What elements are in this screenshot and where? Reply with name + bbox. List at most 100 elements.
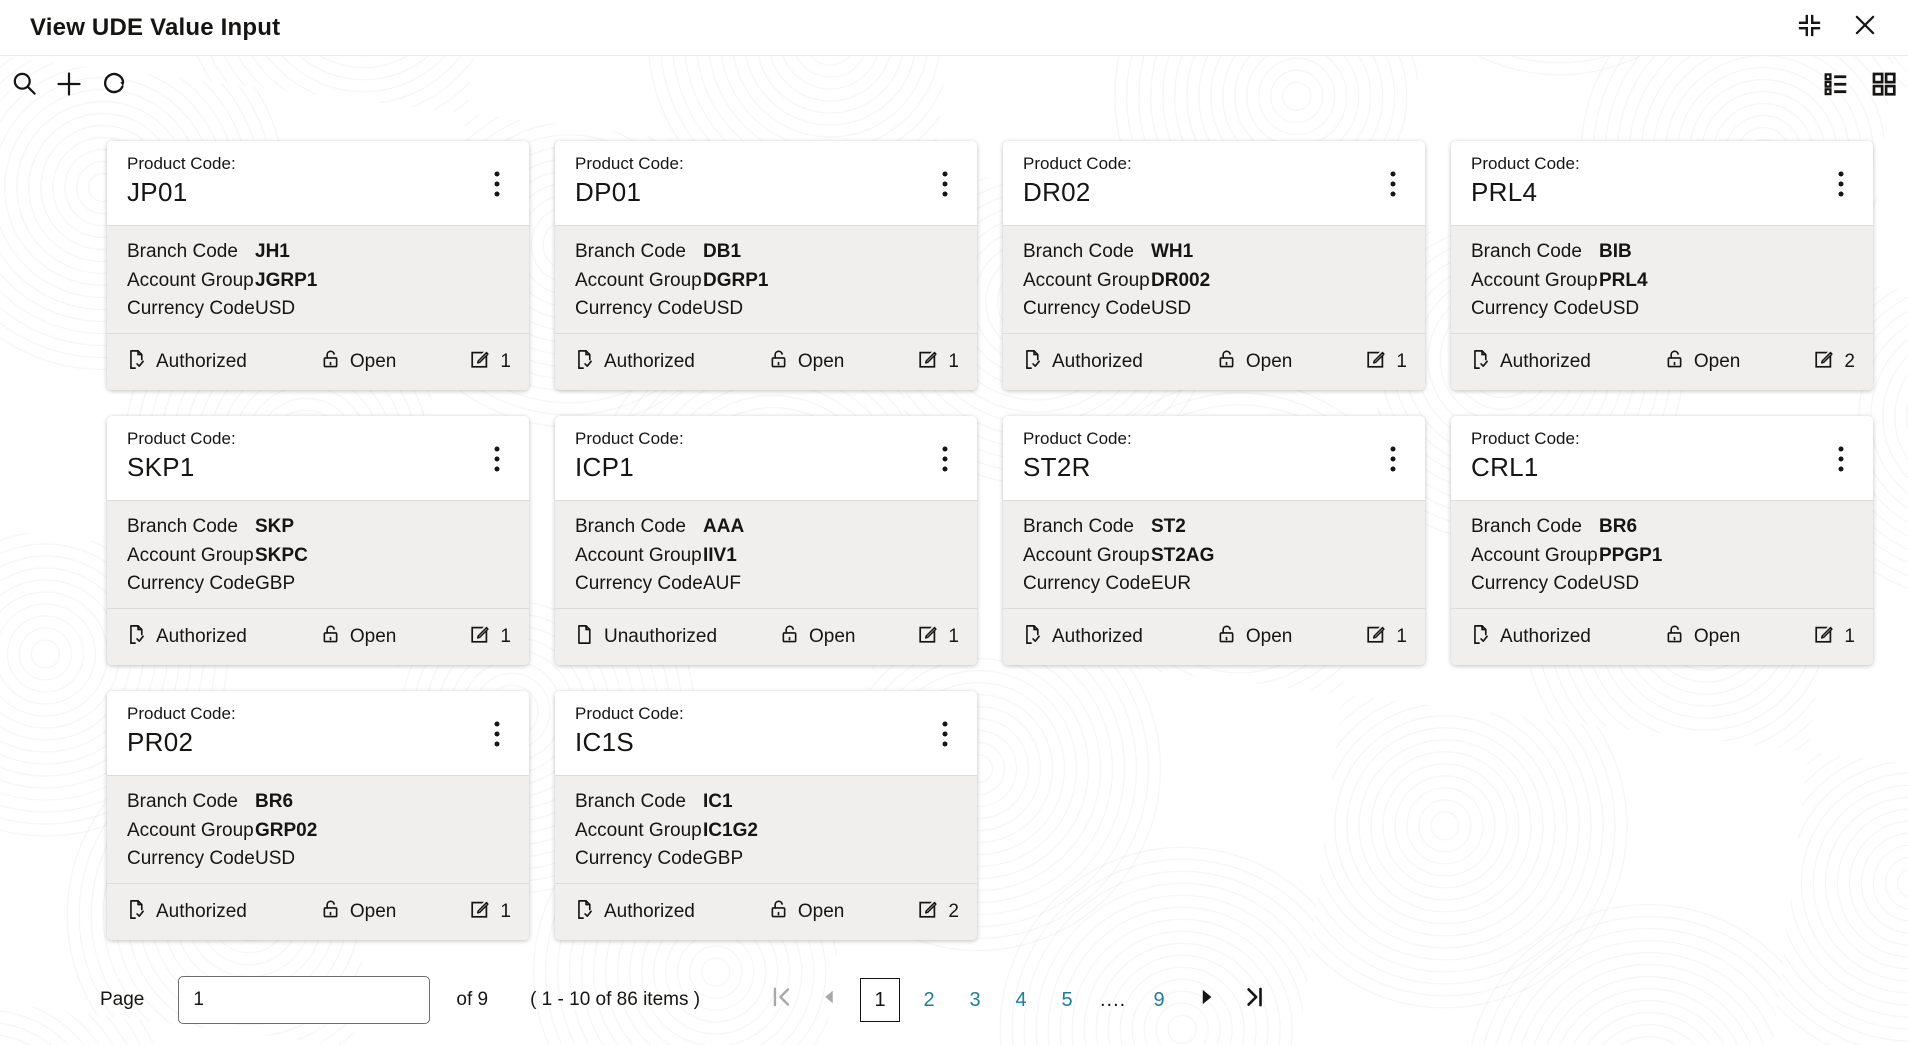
product-code-label: Product Code: <box>575 154 684 173</box>
unlock-icon <box>1215 348 1238 377</box>
record-status: Open <box>767 348 844 377</box>
unlock-icon <box>1663 623 1686 652</box>
account-group-label: Account Group <box>575 544 702 566</box>
branch-code-label: Branch Code <box>127 516 238 537</box>
document-check-icon <box>573 348 596 377</box>
kebab-menu-button[interactable] <box>1375 440 1411 484</box>
page-link-5[interactable]: 5 <box>1050 980 1084 1020</box>
product-code-value: CRL1 <box>1471 452 1539 482</box>
unlock-icon <box>319 898 342 927</box>
unlock-icon <box>767 348 790 377</box>
document-check-icon <box>1021 623 1044 652</box>
auth-status: Authorized <box>125 348 247 377</box>
product-code-label: Product Code: <box>1023 154 1132 173</box>
branch-code-label: Branch Code <box>1471 241 1582 262</box>
branch-code-label: Branch Code <box>1023 241 1134 262</box>
currency-code-label: Currency Code <box>1023 298 1151 319</box>
add-button[interactable] <box>53 70 85 102</box>
auth-status: Authorized <box>1021 348 1143 377</box>
record-status: Open <box>319 898 396 927</box>
search-button[interactable] <box>8 70 40 102</box>
kebab-menu-button[interactable] <box>1375 165 1411 209</box>
page-link-4[interactable]: 4 <box>1004 980 1038 1020</box>
account-group-value: IIV1 <box>703 544 737 566</box>
branch-code-value: SKP <box>255 516 295 537</box>
branch-code-label: Branch Code <box>1023 516 1134 537</box>
account-group-label: Account Group <box>1023 544 1150 566</box>
kebab-menu-icon <box>941 445 949 480</box>
grid-view-button[interactable] <box>1868 70 1900 102</box>
currency-code-value: USD <box>703 298 744 319</box>
edit-count: 2 <box>916 897 959 927</box>
toolbar <box>0 56 1908 116</box>
kebab-menu-button[interactable] <box>927 440 963 484</box>
product-code-label: Product Code: <box>1023 429 1132 448</box>
prev-page-button[interactable] <box>812 982 848 1018</box>
product-code-label: Product Code: <box>575 429 684 448</box>
kebab-menu-icon <box>941 720 949 755</box>
branch-code-value: DB1 <box>703 241 742 262</box>
edit-count: 2 <box>1812 347 1855 377</box>
page-link-9[interactable]: 9 <box>1142 980 1176 1020</box>
page-link-3[interactable]: 3 <box>958 980 992 1020</box>
account-group-value: IC1G2 <box>703 819 758 841</box>
edit-count: 1 <box>468 897 511 927</box>
edit-icon <box>1364 622 1388 652</box>
record-status: Open <box>1215 623 1292 652</box>
account-group-value: PPGP1 <box>1599 544 1663 566</box>
page-title: View UDE Value Input <box>30 13 281 41</box>
toolbar-right <box>1820 70 1900 102</box>
product-card: Product Code: PRL4 Branch Code BIB Accoun… <box>1451 141 1873 390</box>
product-card: Product Code: SKP1 Branch Code SKP Accoun… <box>107 416 529 665</box>
record-status: Open <box>1663 348 1740 377</box>
product-code-value: ST2R <box>1023 452 1091 482</box>
page-link-2[interactable]: 2 <box>912 980 946 1020</box>
currency-code-label: Currency Code <box>127 848 255 869</box>
auth-status: Authorized <box>1469 348 1591 377</box>
product-card: Product Code: PR02 Branch Code BR6 Accoun… <box>107 691 529 940</box>
collapse-button[interactable] <box>1794 13 1824 43</box>
close-button[interactable] <box>1850 13 1880 43</box>
kebab-menu-button[interactable] <box>479 440 515 484</box>
document-check-icon <box>125 623 148 652</box>
kebab-menu-icon <box>493 445 501 480</box>
record-status: Open <box>1663 623 1740 652</box>
product-code-value: JP01 <box>127 177 188 207</box>
kebab-menu-button[interactable] <box>927 715 963 759</box>
branch-code-value: BR6 <box>255 791 294 812</box>
account-group-label: Account Group <box>127 544 254 566</box>
refresh-button[interactable] <box>98 70 130 102</box>
currency-code-value: EUR <box>1151 573 1192 594</box>
kebab-menu-button[interactable] <box>927 165 963 209</box>
document-check-icon <box>1469 623 1492 652</box>
branch-code-value: WH1 <box>1151 241 1194 262</box>
next-page-button[interactable] <box>1188 982 1224 1018</box>
branch-code-value: IC1 <box>703 791 733 812</box>
first-page-button[interactable] <box>764 982 800 1018</box>
product-code-label: Product Code: <box>127 154 236 173</box>
product-card: Product Code: ICP1 Branch Code AAA Accoun… <box>555 416 977 665</box>
prev-page-icon <box>817 984 843 1016</box>
kebab-menu-button[interactable] <box>1823 165 1859 209</box>
window-controls <box>1794 13 1880 43</box>
document-check-icon <box>573 898 596 927</box>
product-code-label: Product Code: <box>575 704 684 723</box>
list-view-button[interactable] <box>1820 70 1852 102</box>
page-count-text: of 9 <box>456 989 489 1010</box>
edit-count: 1 <box>1812 622 1855 652</box>
record-status: Open <box>319 348 396 377</box>
last-page-button[interactable] <box>1236 982 1272 1018</box>
kebab-menu-button[interactable] <box>1823 440 1859 484</box>
grid-view-icon <box>1870 70 1898 103</box>
kebab-menu-icon <box>493 720 501 755</box>
product-code-value: SKP1 <box>127 452 195 482</box>
edit-icon <box>916 347 940 377</box>
document-check-icon <box>125 348 148 377</box>
product-code-value: DR02 <box>1023 177 1091 207</box>
kebab-menu-button[interactable] <box>479 165 515 209</box>
currency-code-label: Currency Code <box>575 298 703 319</box>
page-link-current[interactable]: 1 <box>860 978 901 1022</box>
page-number-input[interactable] <box>178 976 431 1024</box>
document-check-icon <box>1469 348 1492 377</box>
kebab-menu-button[interactable] <box>479 715 515 759</box>
